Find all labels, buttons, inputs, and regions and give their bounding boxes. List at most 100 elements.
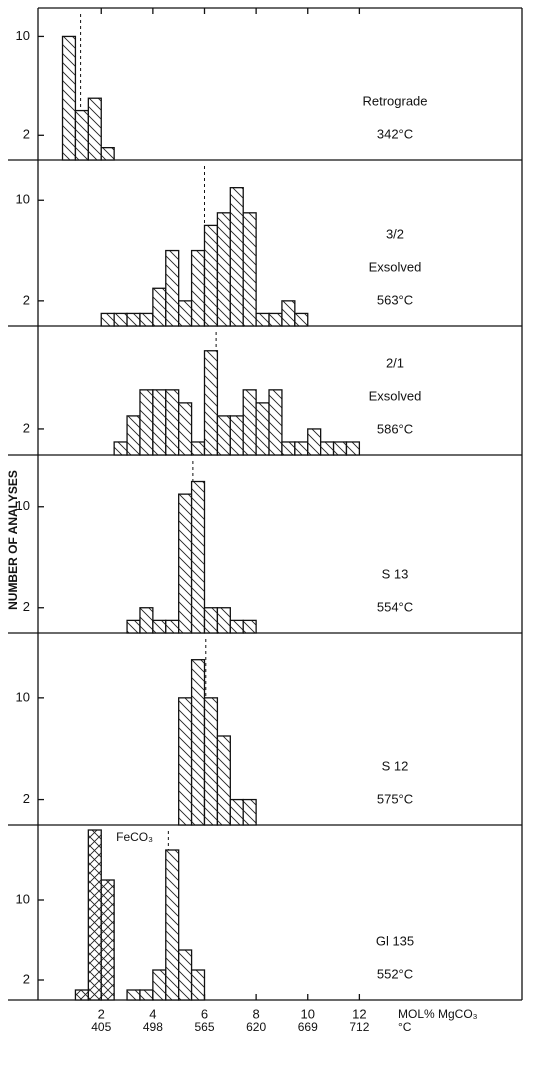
x-tick-label: 6: [201, 1006, 208, 1021]
histogram-bar: [152, 619, 167, 634]
panel-label: 552°C: [377, 966, 413, 981]
panel-label: 586°C: [377, 421, 413, 436]
histogram-bar: [203, 697, 219, 826]
histogram-bar: [178, 949, 193, 1001]
x-axis-label: MOL% MgCO₃: [398, 1007, 478, 1021]
histogram-bar: [345, 441, 361, 456]
histogram-bar: [165, 849, 180, 1001]
histogram-bar: [100, 879, 115, 1001]
histogram-bar: [126, 415, 141, 456]
y-tick-label: 2: [23, 127, 30, 142]
histogram-bar: [178, 493, 193, 634]
panel-label: Exsolved: [369, 388, 422, 403]
histogram-bar: [178, 402, 193, 456]
histogram-bar: [242, 389, 257, 456]
panel-label: 3/2: [386, 226, 404, 241]
y-tick-label: 2: [23, 791, 30, 806]
y-tick-label: 2: [23, 599, 30, 614]
x-tick-label: 2: [98, 1006, 105, 1021]
histogram-bar: [87, 829, 102, 1001]
histogram-bar: [294, 441, 309, 456]
histogram-bar: [165, 249, 180, 327]
histogram-bar: [203, 607, 219, 634]
histogram-bar: [139, 389, 154, 456]
panel-label: Retrograde: [362, 93, 427, 108]
x-tick-temp: 712: [349, 1020, 369, 1034]
histogram-bar: [74, 109, 89, 161]
x-axis-unit: °C: [398, 1020, 412, 1034]
histogram-bar: [190, 659, 206, 826]
panel-label: 2/1: [386, 355, 404, 370]
histogram-bar: [268, 389, 283, 456]
histogram-bar: [152, 969, 167, 1001]
histogram-bar: [229, 619, 244, 634]
histogram-bar: [190, 249, 206, 327]
histogram-bar: [152, 287, 167, 327]
histogram-bar: [100, 146, 115, 161]
x-tick-temp: 498: [143, 1020, 163, 1034]
y-tick-label: 10: [16, 28, 30, 43]
histogram-bar: [332, 441, 348, 456]
histogram-bar: [294, 312, 309, 327]
y-tick-label: 10: [16, 689, 30, 704]
histogram-bar: [126, 619, 141, 634]
histogram-bar: [139, 312, 154, 327]
histogram-bar: [178, 697, 193, 826]
panel-label: 575°C: [377, 791, 413, 806]
histogram-bar: [74, 989, 89, 1001]
histogram-bar: [242, 798, 257, 826]
x-tick-temp: 405: [91, 1020, 111, 1034]
histogram-bar: [229, 187, 244, 327]
series-label: FeCO₃: [116, 830, 153, 844]
x-tick-temp: 620: [246, 1020, 266, 1034]
histogram-bar: [165, 389, 180, 456]
histogram-bar: [229, 798, 244, 826]
histogram-bar: [242, 212, 257, 327]
histogram-bar: [216, 735, 231, 826]
histogram-bar: [281, 300, 296, 327]
histogram-bar: [255, 312, 270, 327]
panel-label: S 13: [382, 566, 409, 581]
histogram-bar: [100, 312, 115, 327]
histogram-bar: [203, 224, 219, 327]
y-axis-label: NUMBER OF ANALYSES: [6, 470, 20, 610]
histogram-bar: [61, 35, 77, 161]
y-tick-label: 2: [23, 420, 30, 435]
histogram-bar: [307, 428, 322, 456]
histogram-bar: [216, 415, 231, 456]
y-tick-label: 2: [23, 971, 30, 986]
histogram-bar: [216, 212, 231, 327]
histogram-bar: [190, 441, 206, 456]
histogram-bar: [320, 441, 335, 456]
panel-label: S 12: [382, 758, 409, 773]
y-tick-label: 2: [23, 292, 30, 307]
histogram-bar: [281, 441, 296, 456]
histogram-bar: [152, 389, 167, 456]
histogram-bar: [139, 989, 154, 1001]
y-tick-label: 10: [16, 891, 30, 906]
histogram-bar: [113, 441, 128, 456]
y-tick-label: 10: [16, 498, 30, 513]
y-tick-label: 10: [16, 192, 30, 207]
x-tick-label: 8: [253, 1006, 260, 1021]
histogram-bar: [229, 415, 244, 456]
histogram-bar: [268, 312, 283, 327]
histogram-bar: [203, 350, 219, 456]
panel-label: Gl 135: [376, 933, 414, 948]
histogram-bar: [165, 619, 180, 634]
histogram-bar: [126, 312, 141, 327]
x-tick-label: 10: [301, 1006, 315, 1021]
histogram-bar: [190, 969, 206, 1001]
panel-label: 342°C: [377, 126, 413, 141]
x-tick-label: 12: [352, 1006, 366, 1021]
histogram-bar: [216, 607, 231, 634]
histogram-bar: [126, 989, 141, 1001]
histogram-bar: [139, 607, 154, 634]
histogram-bar: [190, 480, 206, 634]
histogram-bar: [242, 619, 257, 634]
x-tick-temp: 669: [298, 1020, 318, 1034]
panel-label: 554°C: [377, 599, 413, 614]
x-tick-temp: 565: [194, 1020, 214, 1034]
panel-label: Exsolved: [369, 259, 422, 274]
